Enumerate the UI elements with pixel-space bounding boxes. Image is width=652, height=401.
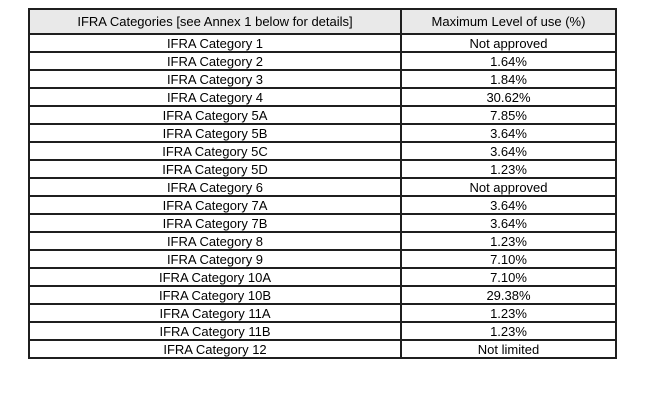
category-cell: IFRA Category 4	[28, 87, 402, 107]
table-row: IFRA Category 10A 7.10%	[28, 267, 617, 287]
category-cell: IFRA Category 7A	[28, 195, 402, 215]
max-level-cell: Not limited	[400, 339, 617, 359]
table-row: IFRA Category 5A 7.85%	[28, 105, 617, 125]
max-level-cell: 1.23%	[400, 303, 617, 323]
category-cell: IFRA Category 6	[28, 177, 402, 197]
header-row: IFRA Categories [see Annex 1 below for d…	[28, 8, 617, 35]
category-cell: IFRA Category 5D	[28, 159, 402, 179]
max-level-cell: 3.64%	[400, 213, 617, 233]
table-header: IFRA Categories [see Annex 1 below for d…	[28, 8, 617, 35]
category-cell: IFRA Category 9	[28, 249, 402, 269]
max-level-cell: Not approved	[400, 33, 617, 53]
category-cell: IFRA Category 12	[28, 339, 402, 359]
max-level-cell: 7.10%	[400, 267, 617, 287]
category-cell: IFRA Category 3	[28, 69, 402, 89]
table-row: IFRA Category 2 1.64%	[28, 51, 617, 71]
table-row: IFRA Category 8 1.23%	[28, 231, 617, 251]
category-cell: IFRA Category 5C	[28, 141, 402, 161]
category-cell: IFRA Category 10A	[28, 267, 402, 287]
table-row: IFRA Category 9 7.10%	[28, 249, 617, 269]
table-row: IFRA Category 10B 29.38%	[28, 285, 617, 305]
table-row: IFRA Category 5D 1.23%	[28, 159, 617, 179]
table-row: IFRA Category 7A 3.64%	[28, 195, 617, 215]
max-level-cell: 1.64%	[400, 51, 617, 71]
max-level-cell: 1.84%	[400, 69, 617, 89]
max-level-cell: 7.85%	[400, 105, 617, 125]
ifra-limits-table: IFRA Categories [see Annex 1 below for d…	[28, 8, 617, 359]
max-level-cell: 1.23%	[400, 231, 617, 251]
table-row: IFRA Category 12 Not limited	[28, 339, 617, 359]
max-level-cell: Not approved	[400, 177, 617, 197]
category-cell: IFRA Category 5A	[28, 105, 402, 125]
table-row: IFRA Category 6 Not approved	[28, 177, 617, 197]
category-cell: IFRA Category 10B	[28, 285, 402, 305]
table-row: IFRA Category 4 30.62%	[28, 87, 617, 107]
category-cell: IFRA Category 11B	[28, 321, 402, 341]
category-cell: IFRA Category 7B	[28, 213, 402, 233]
max-level-cell: 29.38%	[400, 285, 617, 305]
table-row: IFRA Category 11B 1.23%	[28, 321, 617, 341]
max-level-cell: 30.62%	[400, 87, 617, 107]
max-level-cell: 3.64%	[400, 195, 617, 215]
max-level-cell: 3.64%	[400, 141, 617, 161]
table-row: IFRA Category 3 1.84%	[28, 69, 617, 89]
max-level-cell: 1.23%	[400, 159, 617, 179]
header-cell-categories: IFRA Categories [see Annex 1 below for d…	[28, 8, 402, 35]
max-level-cell: 7.10%	[400, 249, 617, 269]
category-cell: IFRA Category 5B	[28, 123, 402, 143]
category-cell: IFRA Category 11A	[28, 303, 402, 323]
table-row: IFRA Category 7B 3.64%	[28, 213, 617, 233]
category-cell: IFRA Category 8	[28, 231, 402, 251]
table-row: IFRA Category 5B 3.64%	[28, 123, 617, 143]
max-level-cell: 3.64%	[400, 123, 617, 143]
ifra-limits-table-container: IFRA Categories [see Annex 1 below for d…	[28, 8, 617, 359]
max-level-cell: 1.23%	[400, 321, 617, 341]
header-cell-max-level: Maximum Level of use (%)	[400, 8, 617, 35]
category-cell: IFRA Category 2	[28, 51, 402, 71]
table-body: IFRA Category 1 Not approved IFRA Catego…	[28, 33, 617, 359]
category-cell: IFRA Category 1	[28, 33, 402, 53]
table-row: IFRA Category 5C 3.64%	[28, 141, 617, 161]
table-row: IFRA Category 11A 1.23%	[28, 303, 617, 323]
table-row: IFRA Category 1 Not approved	[28, 33, 617, 53]
